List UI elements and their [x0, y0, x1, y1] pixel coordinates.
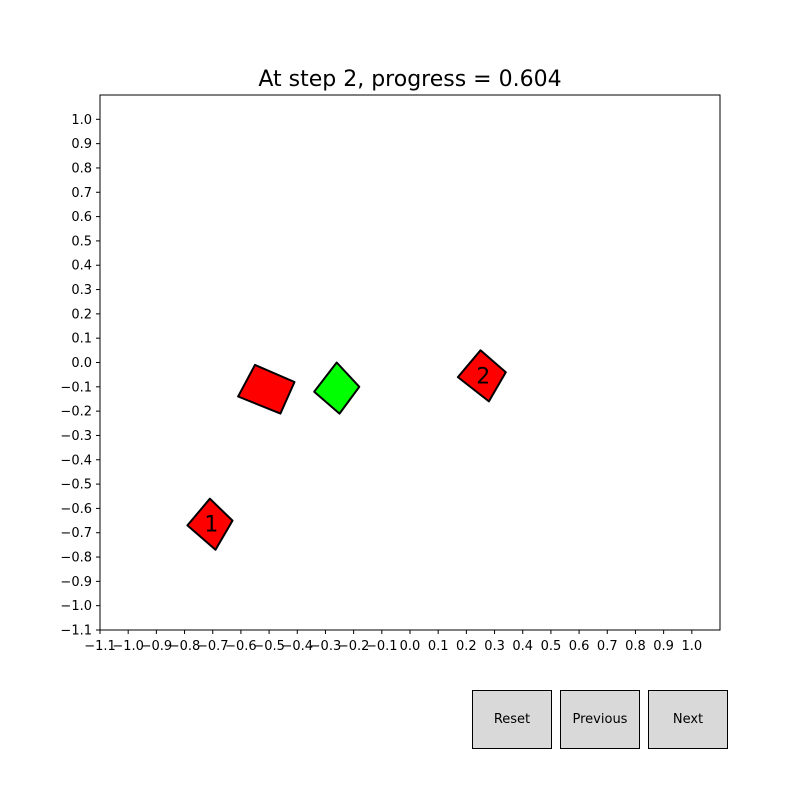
- y-tick-label: −0.3: [60, 429, 92, 444]
- y-tick-label: 0.1: [71, 332, 92, 347]
- x-tick-label: −0.2: [338, 639, 370, 654]
- y-tick-label: 0.9: [71, 137, 92, 152]
- y-tick-label: 0.6: [71, 210, 92, 225]
- y-tick-label: −0.9: [60, 575, 92, 590]
- x-tick-label: −0.9: [141, 639, 173, 654]
- x-tick-label: −1.0: [112, 639, 144, 654]
- shape-label: 2: [476, 364, 490, 389]
- y-tick-label: −0.5: [60, 478, 92, 493]
- x-axis: −1.1−1.0−0.9−0.8−0.7−0.6−0.5−0.4−0.3−0.2…: [84, 630, 702, 654]
- x-tick-label: −1.1: [84, 639, 116, 654]
- y-tick-label: 0.7: [71, 186, 92, 201]
- shapes-layer: 12: [186, 349, 507, 551]
- x-tick-label: −0.3: [310, 639, 342, 654]
- y-tick-label: −0.1: [60, 380, 92, 395]
- y-tick-label: 0.4: [71, 259, 92, 274]
- x-tick-label: 0.2: [456, 639, 477, 654]
- y-tick-label: 1.0: [71, 113, 92, 128]
- shape-agent-green: [313, 361, 361, 415]
- y-tick-label: −0.4: [60, 453, 92, 468]
- plot-area: [99, 94, 721, 631]
- x-tick-label: 0.1: [428, 639, 449, 654]
- x-tick-label: −0.4: [281, 639, 313, 654]
- x-tick-label: −0.6: [225, 639, 257, 654]
- x-tick-label: 1.0: [681, 639, 702, 654]
- x-tick-label: −0.1: [366, 639, 398, 654]
- x-tick-label: 0.9: [653, 639, 674, 654]
- y-tick-label: 0.8: [71, 161, 92, 176]
- x-tick-label: 0.7: [597, 639, 618, 654]
- y-tick-label: −0.8: [60, 551, 92, 566]
- shape-target-2: [456, 349, 507, 403]
- y-tick-label: 0.0: [71, 356, 92, 371]
- x-tick-label: 0.0: [400, 639, 421, 654]
- shape-label: 1: [204, 513, 218, 538]
- y-tick-label: 0.3: [71, 283, 92, 298]
- y-tick-label: −0.7: [60, 526, 92, 541]
- x-tick-label: 0.3: [484, 639, 505, 654]
- x-tick-label: 0.5: [541, 639, 562, 654]
- x-tick-label: −0.8: [169, 639, 201, 654]
- previous-button[interactable]: Previous: [560, 690, 640, 749]
- y-tick-label: −1.0: [60, 599, 92, 614]
- shape-agent-red: [237, 363, 296, 415]
- chart-title: At step 2, progress = 0.604: [258, 67, 561, 92]
- x-tick-label: 0.4: [512, 639, 533, 654]
- y-tick-label: −0.6: [60, 502, 92, 517]
- next-button[interactable]: Next: [648, 690, 728, 749]
- y-tick-label: 0.5: [71, 234, 92, 249]
- x-tick-label: −0.7: [197, 639, 229, 654]
- y-tick-label: −1.1: [60, 624, 92, 639]
- reset-button[interactable]: Reset: [472, 690, 552, 749]
- x-tick-label: −0.5: [253, 639, 285, 654]
- y-tick-label: 0.2: [71, 307, 92, 322]
- y-tick-label: −0.2: [60, 405, 92, 420]
- x-tick-label: 0.6: [569, 639, 590, 654]
- shape-target-1: [186, 497, 234, 551]
- y-axis: 1.0 0.9 0.8 0.7 0.6 0.5 0.4 0.3 0.2 0.1 0.0 −0.1 −0.…: [60, 113, 100, 639]
- x-tick-label: 0.8: [625, 639, 646, 654]
